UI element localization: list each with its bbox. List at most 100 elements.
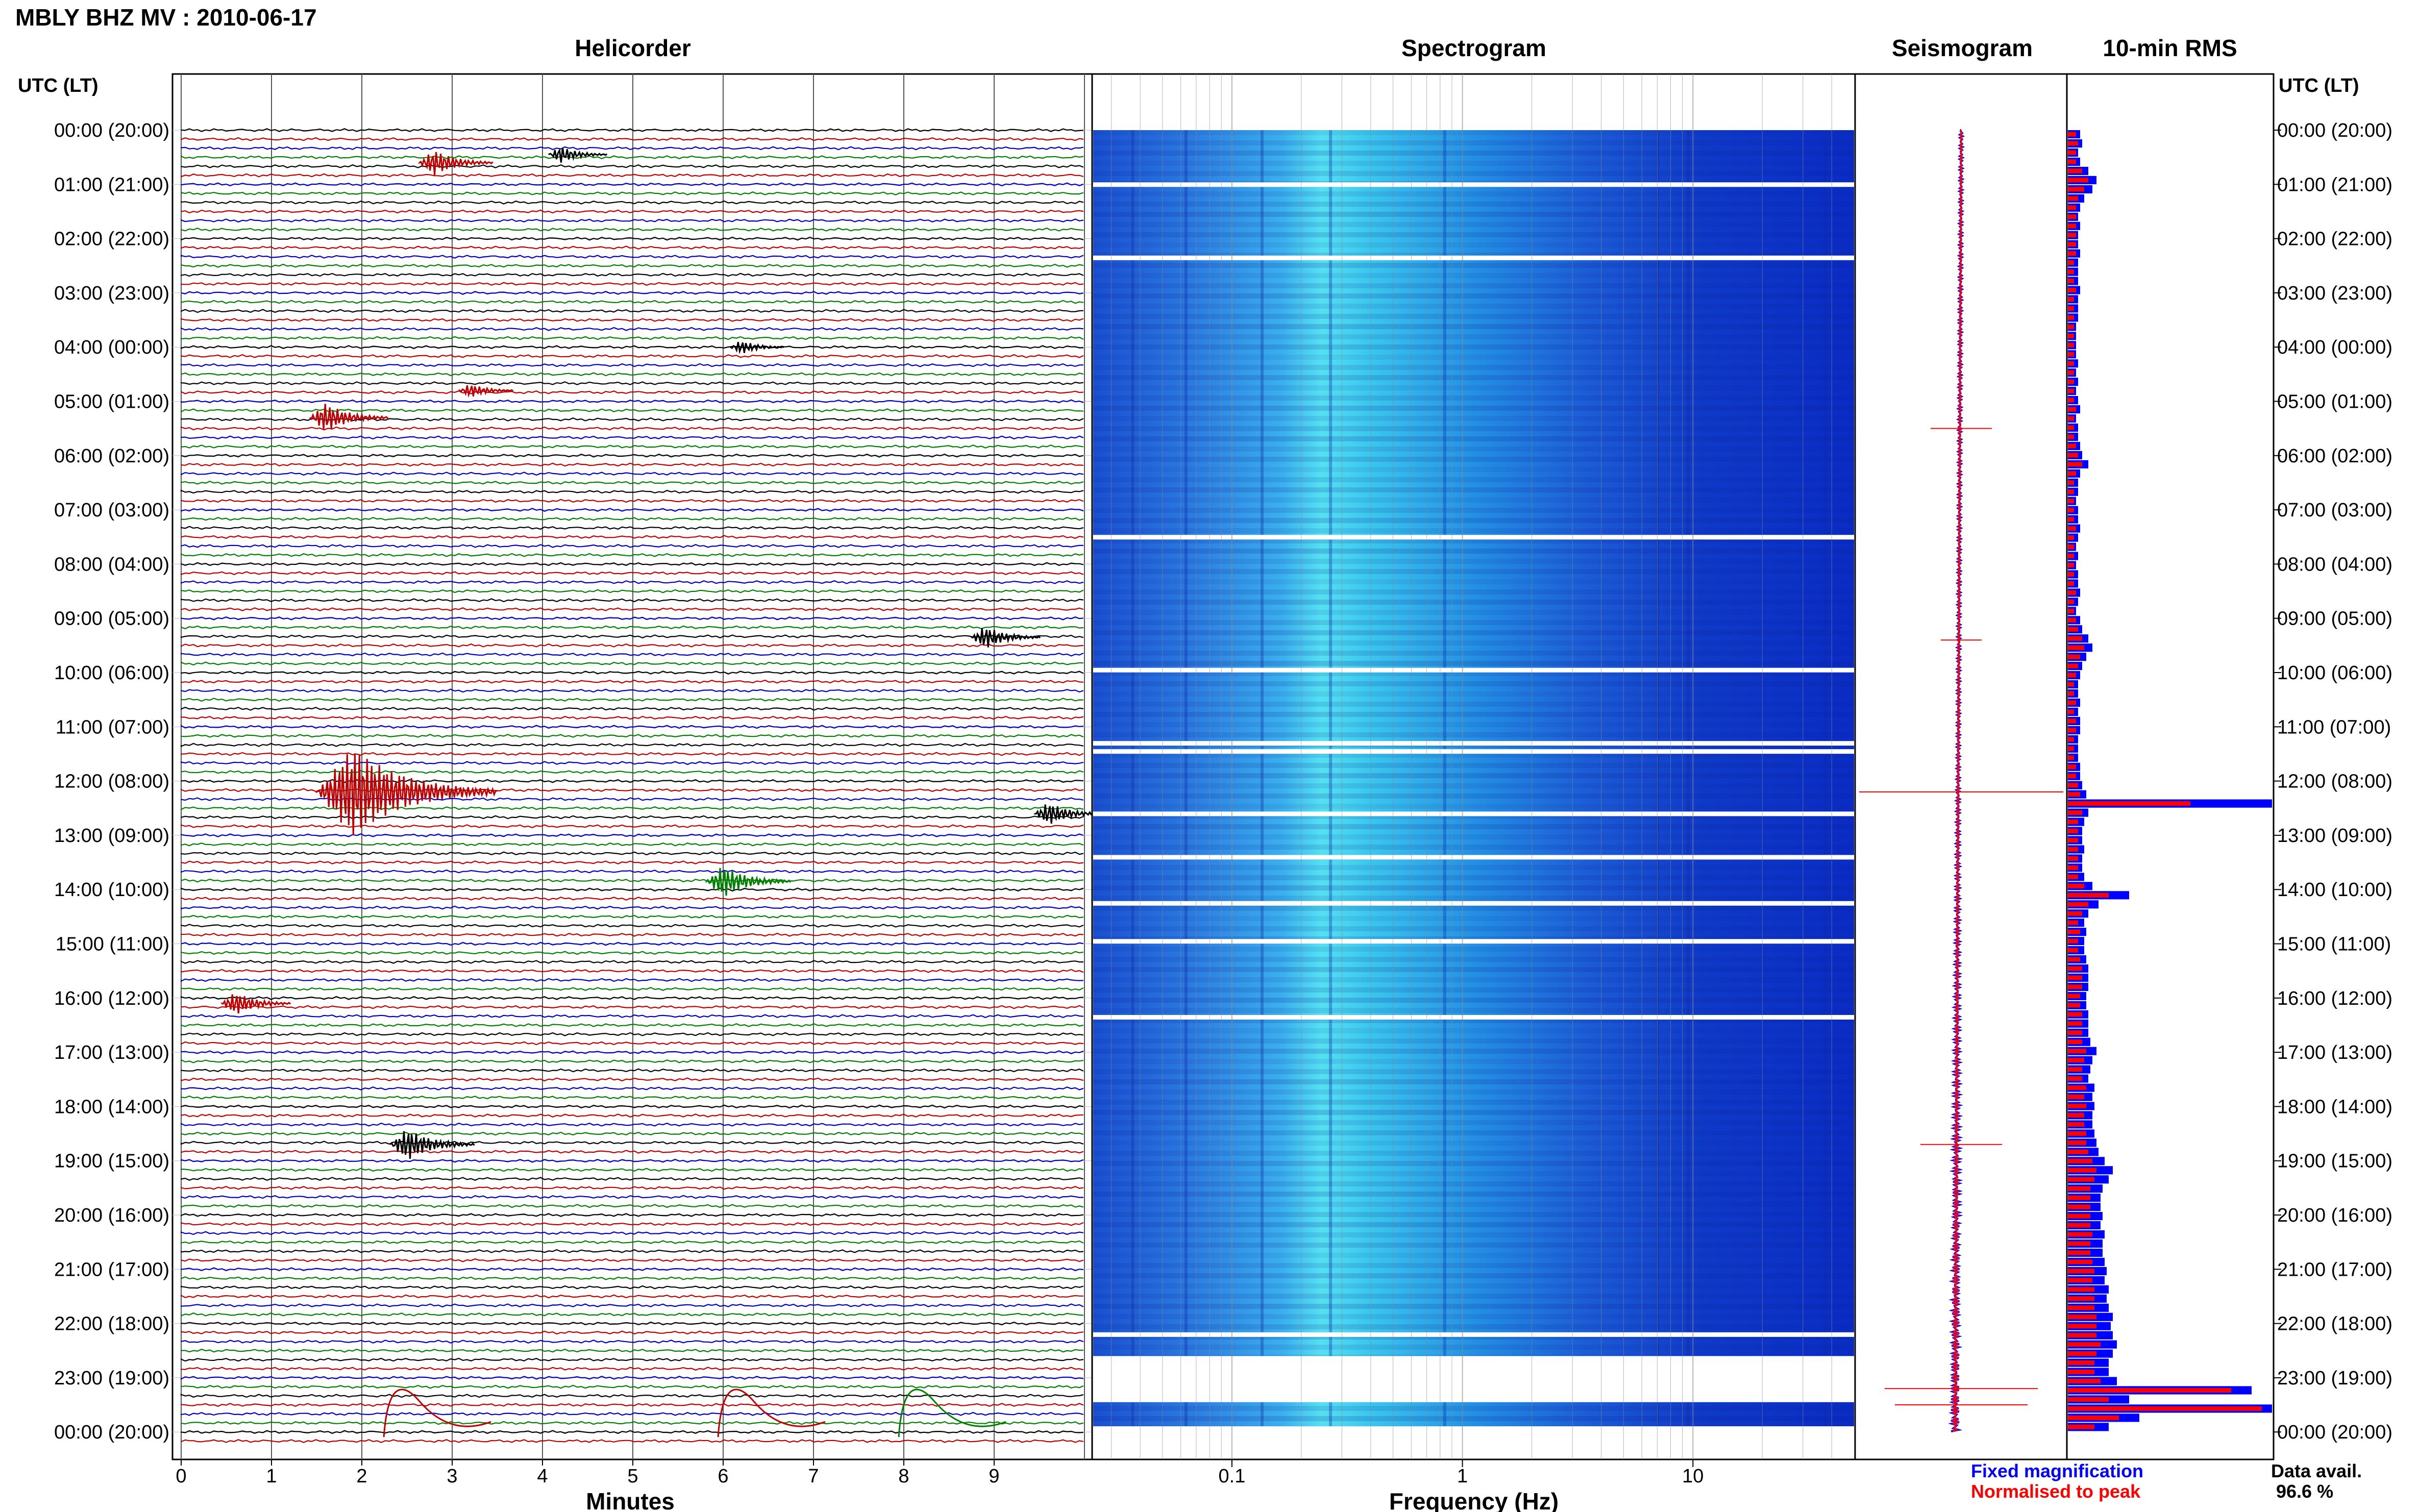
- rms-bar-normalised: [2068, 700, 2076, 705]
- time-label-right: 01:00 (21:00): [2277, 174, 2392, 195]
- minutes-axis-label: Minutes: [586, 1488, 675, 1512]
- helicorder-trace: [180, 643, 1084, 648]
- spectrogram-row: [1093, 1304, 1854, 1309]
- spectrogram-row: [1093, 691, 1854, 697]
- spectrogram-row: [1093, 1202, 1854, 1207]
- helicorder-trace: [180, 571, 1084, 576]
- rms-bar-normalised: [2068, 333, 2074, 338]
- helicorder-trace: [180, 508, 1084, 512]
- rms-bar-normalised: [2068, 306, 2074, 311]
- helicorder-trace: [180, 318, 1084, 322]
- helicorder-trace: [180, 842, 1084, 847]
- spectrogram-row: [1093, 947, 1854, 952]
- helicorder-trace: [180, 1032, 1084, 1036]
- data-gap: [1093, 1356, 1854, 1402]
- time-label-left: 20:00 (16:00): [54, 1205, 169, 1226]
- spectrogram-row: [1093, 712, 1854, 717]
- spectrogram-row: [1093, 651, 1854, 656]
- helicorder-trace: [180, 309, 1084, 313]
- helicorder-trace: [180, 905, 1084, 910]
- spectrogram-row: [1093, 416, 1854, 421]
- legend-normalised-to-peak: Normalised to peak: [1971, 1481, 2141, 1502]
- rms-bar-normalised: [2068, 590, 2076, 595]
- helicorder-trace: [180, 1059, 1084, 1063]
- helicorder-trace: [180, 1104, 1084, 1109]
- spectrogram-row: [1093, 304, 1854, 309]
- minute-tick-label: 1: [266, 1466, 277, 1487]
- spectrogram-row: [1093, 1273, 1854, 1278]
- data-gap: [1093, 741, 1854, 746]
- helicorder-trace: [180, 1267, 1084, 1272]
- helicorder-trace: [180, 1303, 1084, 1308]
- rms-bar-normalised: [2068, 1387, 2231, 1393]
- spectrogram-row: [1093, 171, 1854, 176]
- spectrogram-row: [1093, 681, 1854, 686]
- helicorder-trace: [180, 1041, 1084, 1046]
- spectrogram-row: [1093, 1100, 1854, 1105]
- spectrogram-row: [1093, 1018, 1854, 1023]
- helicorder-trace: [180, 1131, 1084, 1136]
- rms-bar-normalised: [2068, 1278, 2092, 1283]
- helicorder-trace: [180, 580, 1084, 584]
- helicorder-trace: [180, 1394, 1084, 1398]
- rms-bar-normalised: [2068, 388, 2074, 393]
- helicorder-trace: [180, 336, 1084, 340]
- helicorder-trace: [180, 1068, 1084, 1073]
- rms-bar-normalised: [2068, 517, 2074, 522]
- frequency-tick-label: 10: [1682, 1466, 1704, 1487]
- helicorder-trace: [180, 1375, 1084, 1380]
- rms-bar-normalised: [2068, 352, 2074, 357]
- rms-bar-normalised: [2068, 1149, 2088, 1154]
- rms-bar-normalised: [2068, 1259, 2092, 1265]
- time-label-left: 01:00 (21:00): [54, 174, 169, 195]
- time-label-left: 03:00 (23:00): [54, 283, 169, 304]
- rms-bar-normalised: [2068, 1333, 2096, 1338]
- helicorder-trace: [180, 390, 1084, 394]
- spectrogram-row: [1093, 569, 1854, 574]
- spectrogram-row: [1093, 508, 1854, 513]
- calibration-pulse: [898, 1389, 1006, 1437]
- helicorder-trace: [180, 173, 1084, 178]
- helicorder-trace: [180, 1168, 1084, 1172]
- helicorder-trace: [180, 978, 1084, 982]
- spectrogram-row: [1093, 885, 1854, 890]
- spectrogram-row: [1093, 875, 1854, 880]
- helicorder-trace: [180, 671, 1084, 675]
- time-label-right: 00:00 (20:00): [2277, 120, 2392, 141]
- rms-bar-normalised: [2068, 608, 2074, 613]
- rms-bar-normalised: [2068, 544, 2074, 550]
- rms-bar-normalised: [2068, 728, 2076, 733]
- time-label-right: 04:00 (00:00): [2277, 337, 2392, 358]
- rms-bar-normalised: [2068, 663, 2078, 668]
- rms-bar-normalised: [2068, 572, 2074, 577]
- helicorder-events: [220, 147, 1104, 1437]
- spectrogram-row: [1093, 1324, 1854, 1329]
- rms-bar-normalised: [2068, 159, 2076, 164]
- spectrogram-row: [1093, 1059, 1854, 1064]
- time-header-left: UTC (LT): [18, 75, 98, 96]
- data-gap: [1093, 855, 1854, 860]
- minute-tick-label: 7: [808, 1466, 819, 1487]
- helicorder-trace: [180, 715, 1084, 720]
- rms-bar-normalised: [2068, 847, 2078, 852]
- rms-bar-normalised: [2068, 1406, 2262, 1411]
- spectrogram-row: [1093, 283, 1854, 288]
- minute-tick-label: 9: [989, 1466, 999, 1487]
- helicorder-trace: [180, 1339, 1084, 1344]
- seismic-event: [458, 385, 514, 398]
- time-labels-right: 00:00 (20:00) 01:00 (21:00) 02:00 (22:00) 0…: [2274, 120, 2392, 1443]
- helicorder-trace: [180, 815, 1084, 820]
- rms-bar-normalised: [2068, 792, 2080, 797]
- helicorder-trace: [180, 607, 1084, 611]
- helicorder-trace: [180, 1158, 1084, 1163]
- spectrogram-row: [1093, 845, 1854, 850]
- rms-bar-normalised: [2068, 783, 2078, 788]
- rms-bar-normalised: [2068, 1241, 2090, 1246]
- rms-bar-normalised: [2068, 1112, 2084, 1118]
- spectrogram-row: [1093, 630, 1854, 635]
- spectrogram-row: [1093, 140, 1854, 145]
- spectrogram-row: [1093, 1192, 1854, 1197]
- rms-bar-normalised: [2068, 132, 2076, 137]
- time-label-right: 16:00 (12:00): [2277, 988, 2392, 1009]
- rms-bar-normalised: [2068, 535, 2074, 540]
